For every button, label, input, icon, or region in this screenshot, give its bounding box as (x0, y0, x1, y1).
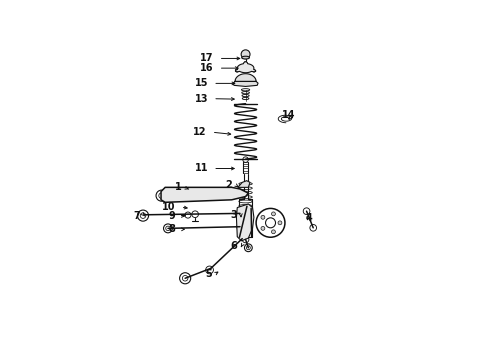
Text: 4: 4 (305, 213, 312, 224)
Polygon shape (235, 62, 256, 73)
Polygon shape (237, 204, 254, 241)
Text: 13: 13 (195, 94, 208, 104)
Text: 11: 11 (195, 163, 208, 174)
Text: 16: 16 (200, 63, 214, 73)
Ellipse shape (242, 56, 249, 59)
Polygon shape (238, 181, 250, 187)
Circle shape (253, 69, 255, 72)
Text: 10: 10 (162, 202, 176, 212)
Polygon shape (233, 74, 258, 86)
Text: 8: 8 (169, 225, 176, 234)
Circle shape (244, 62, 247, 64)
Text: 1: 1 (174, 183, 181, 192)
Circle shape (236, 69, 239, 72)
Circle shape (271, 230, 275, 234)
Text: 5: 5 (205, 269, 212, 279)
Text: 6: 6 (230, 240, 237, 251)
Circle shape (261, 215, 265, 219)
Text: 2: 2 (225, 180, 232, 190)
Polygon shape (161, 187, 248, 202)
Circle shape (241, 50, 250, 59)
Text: 3: 3 (230, 210, 237, 220)
Text: 15: 15 (195, 78, 208, 89)
Text: 14: 14 (282, 110, 295, 120)
Circle shape (278, 221, 282, 225)
Text: 17: 17 (200, 53, 214, 63)
Text: 12: 12 (193, 127, 207, 137)
Circle shape (261, 226, 265, 230)
Circle shape (271, 212, 275, 216)
Text: 7: 7 (133, 211, 140, 221)
Text: 9: 9 (169, 211, 176, 221)
